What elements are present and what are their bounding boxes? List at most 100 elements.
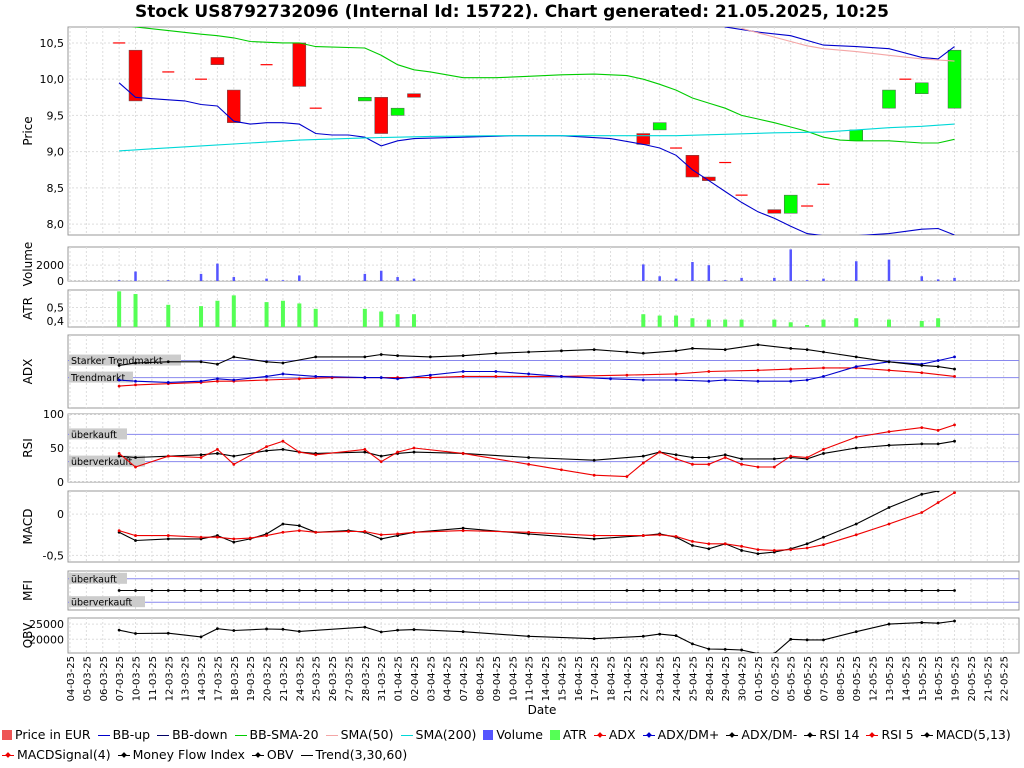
x-tick-label: 17-03-25 [213, 656, 224, 701]
x-tick-label: 12-05-25 [869, 656, 880, 701]
x-tick-label: 24-04-25 [672, 656, 683, 701]
x-tick-label: 21-03-25 [279, 656, 290, 701]
adx-marker [854, 365, 858, 369]
price-tick-label: 8,5 [47, 182, 65, 195]
adx-marker [396, 354, 399, 358]
x-tick-label: 08-05-25 [836, 656, 847, 701]
adx-marker [428, 355, 432, 359]
legend-item: MACDSignal(4) [2, 745, 111, 765]
adx-marker [789, 379, 793, 383]
rsi-marker [920, 426, 924, 429]
atr-bar [723, 319, 728, 327]
mfi-marker [920, 589, 924, 592]
mfi-marker [428, 589, 432, 592]
volume-bar [707, 265, 711, 281]
x-tick-label: 12-03-25 [164, 656, 175, 701]
adx-marker [756, 379, 760, 383]
rsi-plot: überkauft überverkauft [68, 414, 1019, 482]
adx-ref-label: Starker Trendmarkt [71, 356, 163, 367]
x-tick-label: 22-04-25 [639, 656, 650, 701]
legend-swatch [593, 735, 606, 736]
adx-marker [674, 349, 678, 353]
atr-bar [215, 300, 220, 327]
rsi-line [118, 424, 955, 478]
x-tick-label: 10-03-25 [132, 656, 143, 701]
adx-marker [134, 383, 137, 387]
adx-marker [428, 376, 432, 379]
x-tick-label: 30-04-25 [738, 656, 749, 701]
macd-marker [920, 511, 924, 514]
adx-ylabel: ADX [21, 359, 35, 385]
x-tick-label: 09-05-25 [852, 656, 863, 701]
x-tick-label: 14-05-25 [901, 656, 912, 701]
rsi-marker [707, 462, 711, 466]
obv-tick-label: 20000 [29, 633, 64, 646]
macd-marker [707, 547, 711, 551]
x-tick-label: 01-04-25 [394, 656, 405, 701]
atr-tick-label: 0,5 [47, 301, 65, 314]
adx-marker [216, 379, 219, 383]
x-tick-label: 27-03-25 [344, 656, 355, 701]
adx-ref-label-bg [69, 354, 181, 366]
adx-marker [281, 361, 285, 365]
legend-swatch [157, 735, 170, 736]
rsi-marker [265, 445, 268, 449]
volume-tick-label: 0 [57, 275, 64, 288]
macd-plot [68, 491, 1019, 562]
rsi-marker [232, 454, 236, 458]
x-tick-label: 25-03-25 [312, 656, 323, 701]
atr-bar [919, 320, 924, 327]
macd-marker [772, 549, 776, 552]
macd-marker [592, 537, 596, 541]
macd-marker [822, 543, 825, 547]
adx-marker [936, 365, 940, 369]
rsi-marker [461, 452, 465, 455]
obv-panel [67, 617, 1020, 654]
obv-marker [707, 647, 711, 651]
legend-label: Trend(3,30,60) [315, 747, 408, 762]
mfi-marker [871, 589, 875, 592]
price-candle-up [947, 49, 962, 109]
adx-marker [297, 377, 301, 381]
x-axis-label: Date [528, 703, 557, 717]
adx-marker [805, 378, 809, 382]
price-candle-down [210, 57, 225, 65]
adx-marker [428, 373, 432, 377]
rsi-marker [216, 452, 219, 455]
x-tick-label: 19-03-25 [246, 656, 257, 701]
obv-marker [527, 634, 531, 638]
macd-marker [756, 548, 760, 552]
adx-marker [117, 364, 121, 367]
adx-marker [494, 351, 498, 355]
obv-plot [68, 618, 1019, 653]
macd-marker [936, 501, 940, 504]
macd-tick-label: -0,5 [43, 549, 64, 562]
rsi-marker [953, 439, 956, 443]
legend-item: BB-up [97, 725, 150, 745]
legend-swatch [866, 735, 879, 736]
legend-label: Volume [496, 727, 543, 742]
price-candle-up [390, 107, 405, 116]
macd-marker [592, 534, 596, 537]
x-tick-label: 15-04-25 [557, 656, 568, 701]
rsi-marker [789, 454, 793, 458]
x-tick-label: 31-03-25 [377, 656, 388, 701]
rsi-marker [772, 465, 776, 469]
volume-bar [412, 278, 416, 281]
macd-marker [265, 534, 268, 537]
legend-label: ADX/DM- [741, 727, 798, 742]
legend-label: SMA(200) [415, 727, 477, 742]
legend-label: MACDSignal(4) [17, 747, 111, 762]
rsi-marker [822, 447, 825, 451]
x-tick-label: 02-04-25 [410, 656, 421, 701]
adx-marker [363, 376, 367, 379]
mfi-marker [789, 589, 793, 592]
obv-marker [887, 622, 891, 626]
macd-marker [232, 540, 236, 544]
price-tick-label: 10,5 [40, 37, 65, 50]
adx-marker [707, 379, 711, 383]
legend-label: RSI 14 [819, 727, 860, 742]
rsi-marker [560, 468, 563, 472]
x-tick-label: 11-04-25 [525, 656, 536, 701]
legend-swatch [549, 730, 560, 740]
